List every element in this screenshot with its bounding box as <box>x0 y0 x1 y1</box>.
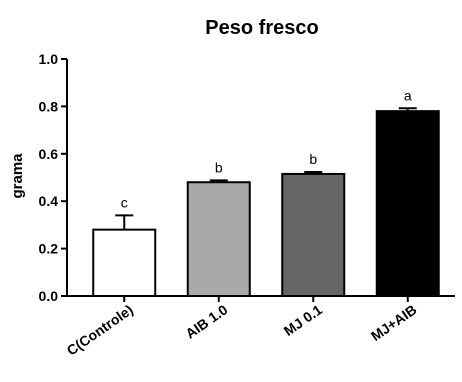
bar <box>186 181 251 298</box>
category-label: AIB 1.0 <box>182 301 230 341</box>
significance-label: a <box>404 87 412 103</box>
bar <box>92 228 157 297</box>
y-axis-label: grama <box>9 153 26 199</box>
bars <box>92 107 440 298</box>
significance-label: b <box>309 151 317 167</box>
significance-label: b <box>215 159 223 175</box>
bar <box>281 172 346 298</box>
category-label: MJ+AIB <box>368 301 420 344</box>
y-tick-label: 0.2 <box>39 241 59 257</box>
y-tick-label: 1.0 <box>39 51 59 67</box>
significance-label: c <box>121 194 128 210</box>
y-tick-label: 0.6 <box>39 146 59 162</box>
category-label: C(Controle) <box>64 301 136 358</box>
chart-title: Peso fresco <box>205 17 318 39</box>
y-tick-label: 0.0 <box>39 288 59 304</box>
bar <box>375 110 440 297</box>
y-tick-label: 0.8 <box>39 98 59 114</box>
category-label: MJ 0.1 <box>281 301 325 339</box>
y-tick-label: 0.4 <box>39 193 59 209</box>
